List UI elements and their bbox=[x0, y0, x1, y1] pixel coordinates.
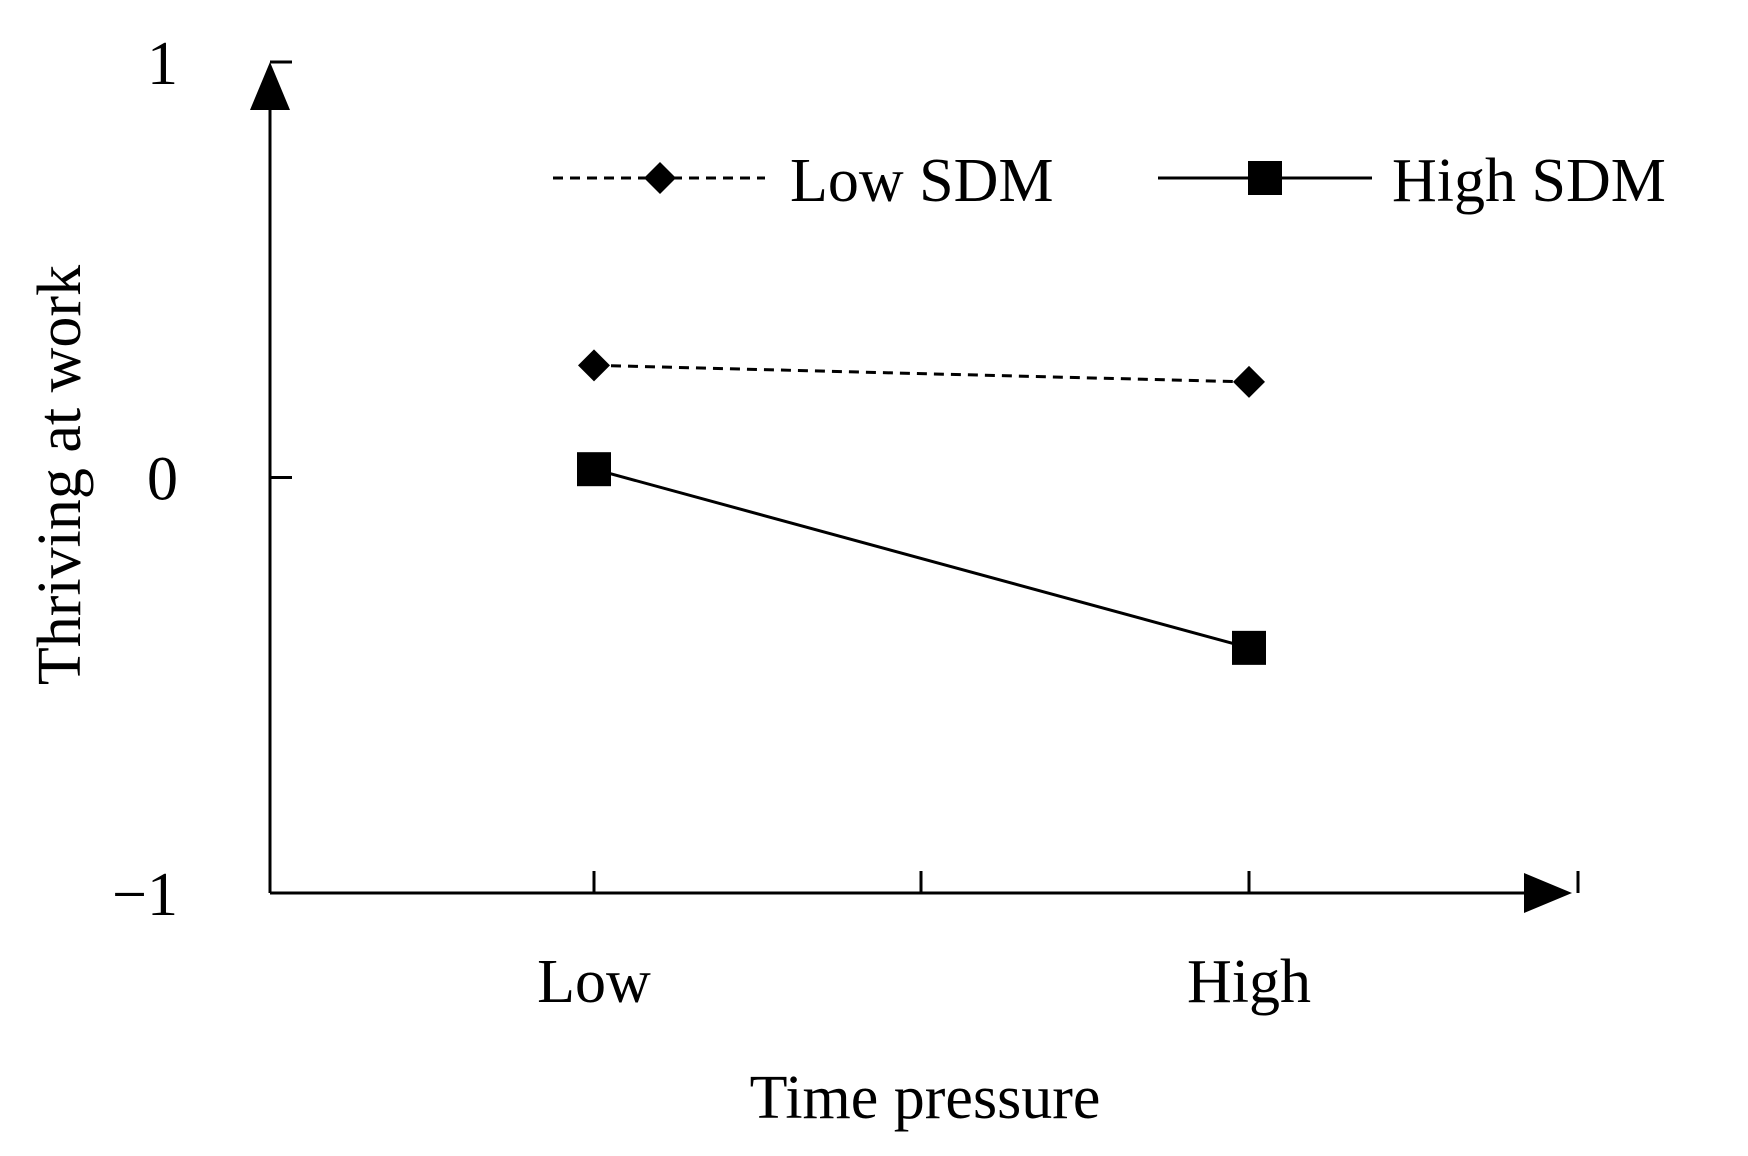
data-point-high-sdm bbox=[577, 452, 611, 487]
y-tick-label: 0 bbox=[147, 446, 178, 514]
data-point-low-sdm bbox=[578, 349, 610, 382]
legend-label-high-sdm: High SDM bbox=[1392, 147, 1666, 215]
data-point-high-sdm bbox=[1232, 630, 1266, 665]
data-point-low-sdm bbox=[1233, 365, 1265, 398]
x-axis-title: Time pressure bbox=[750, 1064, 1101, 1132]
y-tick-label: 1 bbox=[147, 30, 178, 98]
legend: Low SDM High SDM bbox=[553, 147, 1666, 215]
y-axis-title: Thriving at work bbox=[26, 265, 94, 685]
x-ticks: Low High bbox=[537, 871, 1580, 1016]
y-tick-label: −1 bbox=[112, 861, 178, 929]
legend-marker-low-sdm bbox=[644, 162, 676, 194]
x-tick-label: Low bbox=[537, 948, 651, 1016]
legend-label-low-sdm: Low SDM bbox=[790, 147, 1054, 215]
legend-marker-high-sdm bbox=[1248, 161, 1282, 195]
y-ticks: 1 0 −1 bbox=[112, 30, 292, 929]
series-line-low-sdm bbox=[593, 363, 1250, 384]
x-tick-label: High bbox=[1187, 948, 1311, 1016]
series-layer bbox=[577, 349, 1266, 665]
series-line-high-sdm bbox=[593, 467, 1250, 650]
x-axis-arrow bbox=[1524, 873, 1572, 913]
y-axis-arrow bbox=[250, 62, 290, 110]
